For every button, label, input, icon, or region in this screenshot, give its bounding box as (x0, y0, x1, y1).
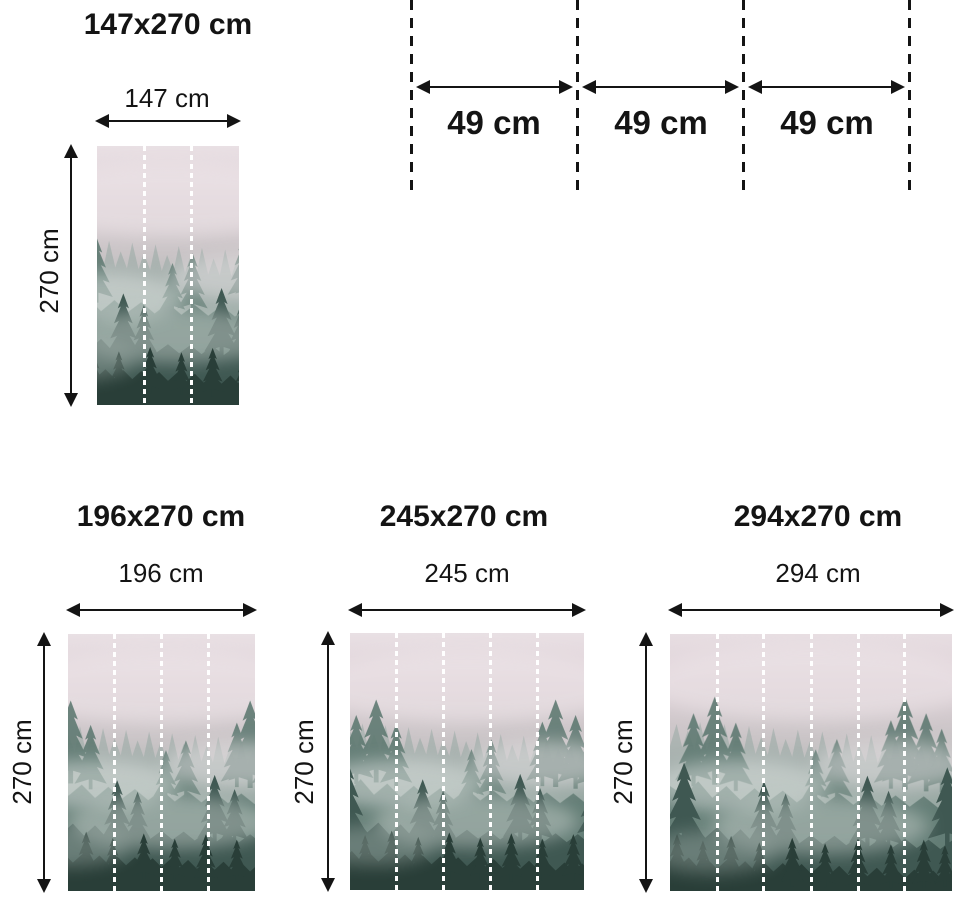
mural-preview (97, 146, 239, 405)
cut-line (160, 634, 163, 891)
height-dimension-label: 270 cm (7, 719, 37, 805)
cut-line (903, 634, 907, 891)
panel-edge-line (410, 0, 413, 192)
strip-width-arrow (416, 80, 573, 94)
width-dimension-label: 147 cm (124, 83, 210, 113)
height-arrow (64, 144, 78, 407)
panel-edge-line (576, 0, 579, 192)
width-dimension-label: 245 cm (424, 558, 510, 588)
height-dimension-label: 270 cm (289, 719, 319, 805)
strip-width-label: 49 cm (614, 104, 708, 141)
cut-line (715, 634, 719, 891)
cut-line (809, 634, 813, 891)
panel-edge-line (908, 0, 911, 192)
foggy-forest-image (350, 633, 584, 890)
cut-line (488, 633, 492, 890)
cut-line (142, 146, 146, 405)
cut-line (395, 633, 399, 890)
mural-preview (350, 633, 584, 890)
cut-line (206, 634, 210, 891)
width-arrow (668, 603, 954, 617)
strip-width-label: 49 cm (780, 104, 874, 141)
variant-title: 196x270 cm (76, 500, 246, 533)
height-dimension-label: 270 cm (608, 719, 638, 805)
height-dimension-label: 270 cm (34, 228, 64, 314)
height-arrow (639, 632, 653, 893)
panel-edge-line (742, 0, 745, 192)
mural-preview (68, 634, 255, 891)
cut-line (190, 146, 194, 405)
width-arrow (95, 114, 241, 128)
cut-line (762, 634, 766, 891)
strip-width-arrow (582, 80, 739, 94)
mural-preview (670, 634, 952, 891)
strip-width-arrow (748, 80, 905, 94)
strip-width-label: 49 cm (447, 104, 541, 141)
cut-line (113, 634, 117, 891)
width-arrow (348, 603, 586, 617)
width-dimension-label: 196 cm (118, 558, 204, 588)
variant-title: 294x270 cm (733, 500, 903, 533)
width-arrow (66, 603, 257, 617)
cut-line (535, 633, 539, 890)
height-arrow (37, 632, 51, 893)
foggy-forest-image (97, 146, 239, 405)
cut-line (442, 633, 446, 890)
variant-title: 245x270 cm (379, 500, 549, 533)
variant-title: 147x270 cm (83, 8, 253, 41)
width-dimension-label: 294 cm (775, 558, 861, 588)
height-arrow (321, 631, 335, 892)
cut-line (856, 634, 860, 891)
